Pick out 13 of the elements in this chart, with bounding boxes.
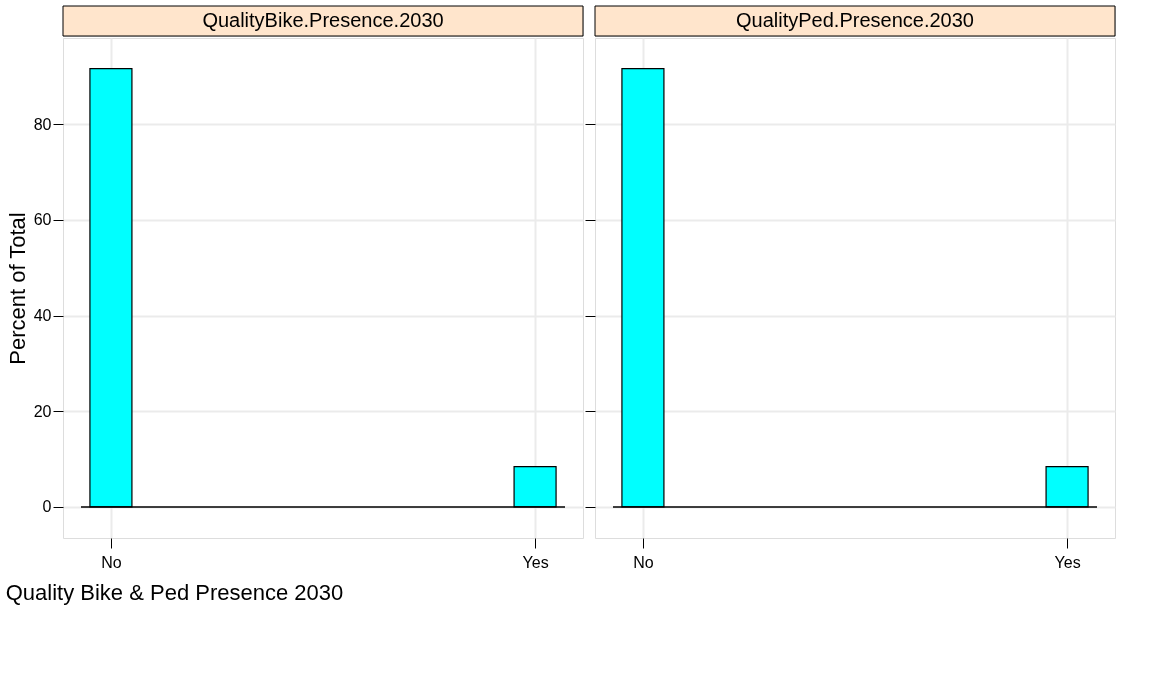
y-tick-label: 0 — [42, 498, 52, 516]
y-tick-label: 20 — [33, 402, 52, 420]
y-tick-label: 80 — [33, 115, 52, 133]
x-tick-label: No — [101, 553, 122, 571]
x-tick-label: Yes — [1054, 553, 1081, 571]
chart-title: QualityPed.Presence.2030 — [736, 9, 974, 31]
y-tick-label: 40 — [33, 307, 52, 325]
y-tick-label: 60 — [33, 211, 52, 229]
chart-title: QualityBike.Presence.2030 — [202, 9, 444, 31]
x-axis-title: Quality Bike & Ped Presence 2030 — [5, 579, 344, 605]
x-tick-label: Yes — [522, 553, 549, 571]
x-tick-label: No — [633, 553, 654, 571]
y-axis-title: Percent of Total — [4, 212, 30, 365]
